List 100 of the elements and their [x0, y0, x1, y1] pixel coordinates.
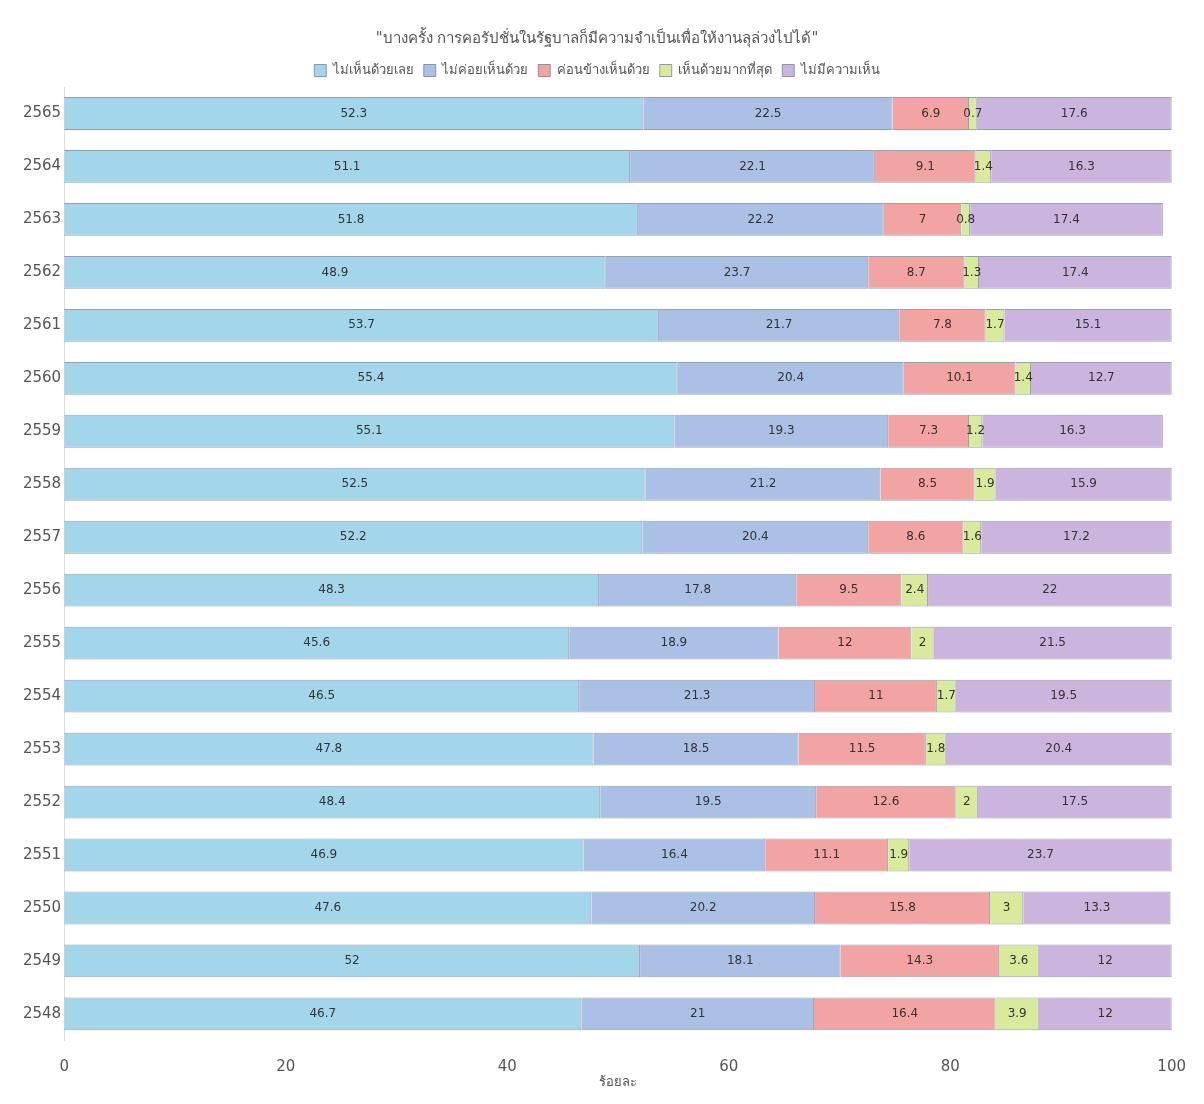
data-label: 1.9 — [889, 847, 909, 862]
data-label: 11.1 — [813, 847, 841, 862]
data-label: 46.7 — [309, 1006, 337, 1021]
data-label: 3.6 — [1009, 953, 1029, 968]
legend-label: ไม่เห็นด้วยเลย — [331, 59, 414, 77]
data-label: 21.7 — [765, 317, 793, 332]
data-label: 8.6 — [906, 529, 926, 544]
data-label: 17.4 — [1053, 211, 1080, 226]
x-tick-label: 60 — [719, 1057, 739, 1076]
y-tick-label: 2551 — [22, 844, 62, 863]
data-label: 51.1 — [333, 158, 361, 173]
data-label: 20.4 — [741, 529, 769, 544]
y-tick-label: 2555 — [22, 633, 62, 652]
data-label: 22.1 — [739, 158, 766, 173]
data-label: 1.7 — [936, 688, 956, 703]
data-label: 19.3 — [767, 423, 795, 438]
data-label: 3 — [1002, 900, 1011, 915]
data-label: 52 — [344, 953, 360, 968]
data-label: 12.6 — [872, 794, 900, 809]
data-label: 55.1 — [355, 423, 383, 438]
legend-label: ไม่ค่อยเห็นด้วย — [441, 59, 529, 77]
data-label: 22.5 — [754, 105, 782, 120]
data-label: 20.4 — [777, 370, 805, 385]
y-tick-label: 2559 — [22, 421, 62, 440]
data-label: 17.8 — [684, 582, 712, 597]
y-tick-label: 2565 — [22, 103, 62, 122]
data-label: 23.7 — [723, 264, 751, 279]
data-label: 10.1 — [946, 370, 973, 385]
data-label: 15.1 — [1074, 317, 1102, 332]
data-label: 18.5 — [682, 741, 710, 756]
data-label: 3.9 — [1007, 1006, 1027, 1021]
data-label: 11 — [868, 688, 884, 703]
data-label: 2.4 — [905, 582, 925, 597]
data-label: 20.4 — [1045, 741, 1073, 756]
legend-label: ไม่มีความเห็น — [799, 59, 880, 77]
data-label: 52.5 — [341, 476, 369, 491]
data-label: 12 — [1097, 953, 1113, 968]
y-tick-label: 2564 — [22, 156, 62, 175]
chart-title: "บางครั้ง การคอรัปชั่นในรัฐบาลก็มีความจำเป็นเพื่อให้งานลุล่วงไปได้" — [375, 26, 819, 48]
data-label: 22 — [1042, 582, 1058, 597]
data-label: 19.5 — [694, 794, 722, 809]
y-tick-label: 2561 — [22, 315, 62, 334]
data-label: 17.5 — [1061, 794, 1089, 809]
data-label: 9.5 — [839, 582, 859, 597]
y-tick-label: 2552 — [22, 791, 62, 810]
data-label: 0.7 — [963, 105, 983, 120]
data-label: 47.8 — [315, 741, 343, 756]
data-label: 2 — [962, 794, 971, 809]
data-label: 53.7 — [348, 317, 375, 332]
data-label: 52.3 — [340, 105, 368, 120]
data-label: 48.9 — [321, 264, 349, 279]
data-label: 45.6 — [303, 635, 331, 650]
data-label: 1.6 — [962, 529, 982, 544]
data-label: 7.3 — [919, 423, 939, 438]
x-tick-label: 20 — [276, 1057, 296, 1076]
data-label: 8.5 — [917, 476, 938, 491]
data-label: 7.8 — [932, 317, 952, 332]
x-tick-label: 40 — [497, 1057, 517, 1076]
y-tick-label: 2560 — [22, 368, 62, 387]
y-tick-label: 2556 — [22, 580, 62, 599]
data-label: 21.5 — [1039, 635, 1066, 650]
data-label: 16.3 — [1068, 158, 1095, 173]
data-label: 21 — [690, 1006, 706, 1021]
data-label: 17.2 — [1063, 529, 1090, 544]
data-label: 14.3 — [906, 953, 934, 968]
x-tick-label: 100 — [1157, 1057, 1187, 1076]
data-label: 1.4 — [973, 158, 993, 173]
data-label: 1.8 — [926, 741, 946, 756]
data-label: 46.5 — [308, 688, 336, 703]
data-label: 1.3 — [962, 264, 982, 279]
data-label: 20.2 — [689, 900, 717, 915]
data-label: 15.9 — [1070, 476, 1097, 491]
data-label: 6.9 — [921, 105, 941, 120]
data-label: 48.4 — [318, 794, 346, 809]
data-label: 1.2 — [966, 423, 986, 438]
data-label: 17.4 — [1061, 264, 1089, 279]
data-label: 18.9 — [660, 635, 688, 650]
data-label: 2 — [918, 635, 927, 650]
y-tick-label: 2553 — [22, 738, 62, 757]
data-label: 1.4 — [1013, 370, 1033, 385]
data-label: 23.7 — [1027, 847, 1054, 862]
data-label: 47.6 — [314, 900, 342, 915]
data-label: 9.1 — [915, 158, 935, 173]
data-label: 21.2 — [749, 476, 777, 491]
data-label: 8.7 — [906, 264, 926, 279]
data-label: 19.5 — [1050, 688, 1078, 703]
y-tick-label: 2549 — [22, 950, 62, 969]
y-tick-label: 2548 — [22, 1003, 62, 1022]
y-tick-label: 2550 — [22, 897, 62, 916]
x-axis-title: ร้อยละ — [598, 1073, 637, 1089]
x-tick-label: 80 — [940, 1057, 960, 1076]
y-tick-label: 2558 — [22, 474, 62, 493]
data-label: 11.5 — [848, 741, 876, 756]
data-label: 12 — [1097, 1006, 1113, 1021]
data-label: 16.4 — [891, 1006, 919, 1021]
data-label: 12 — [837, 635, 853, 650]
data-label: 52.2 — [339, 529, 367, 544]
data-label: 16.3 — [1059, 423, 1086, 438]
data-label: 13.3 — [1083, 900, 1111, 915]
data-label: 21.3 — [683, 688, 711, 703]
